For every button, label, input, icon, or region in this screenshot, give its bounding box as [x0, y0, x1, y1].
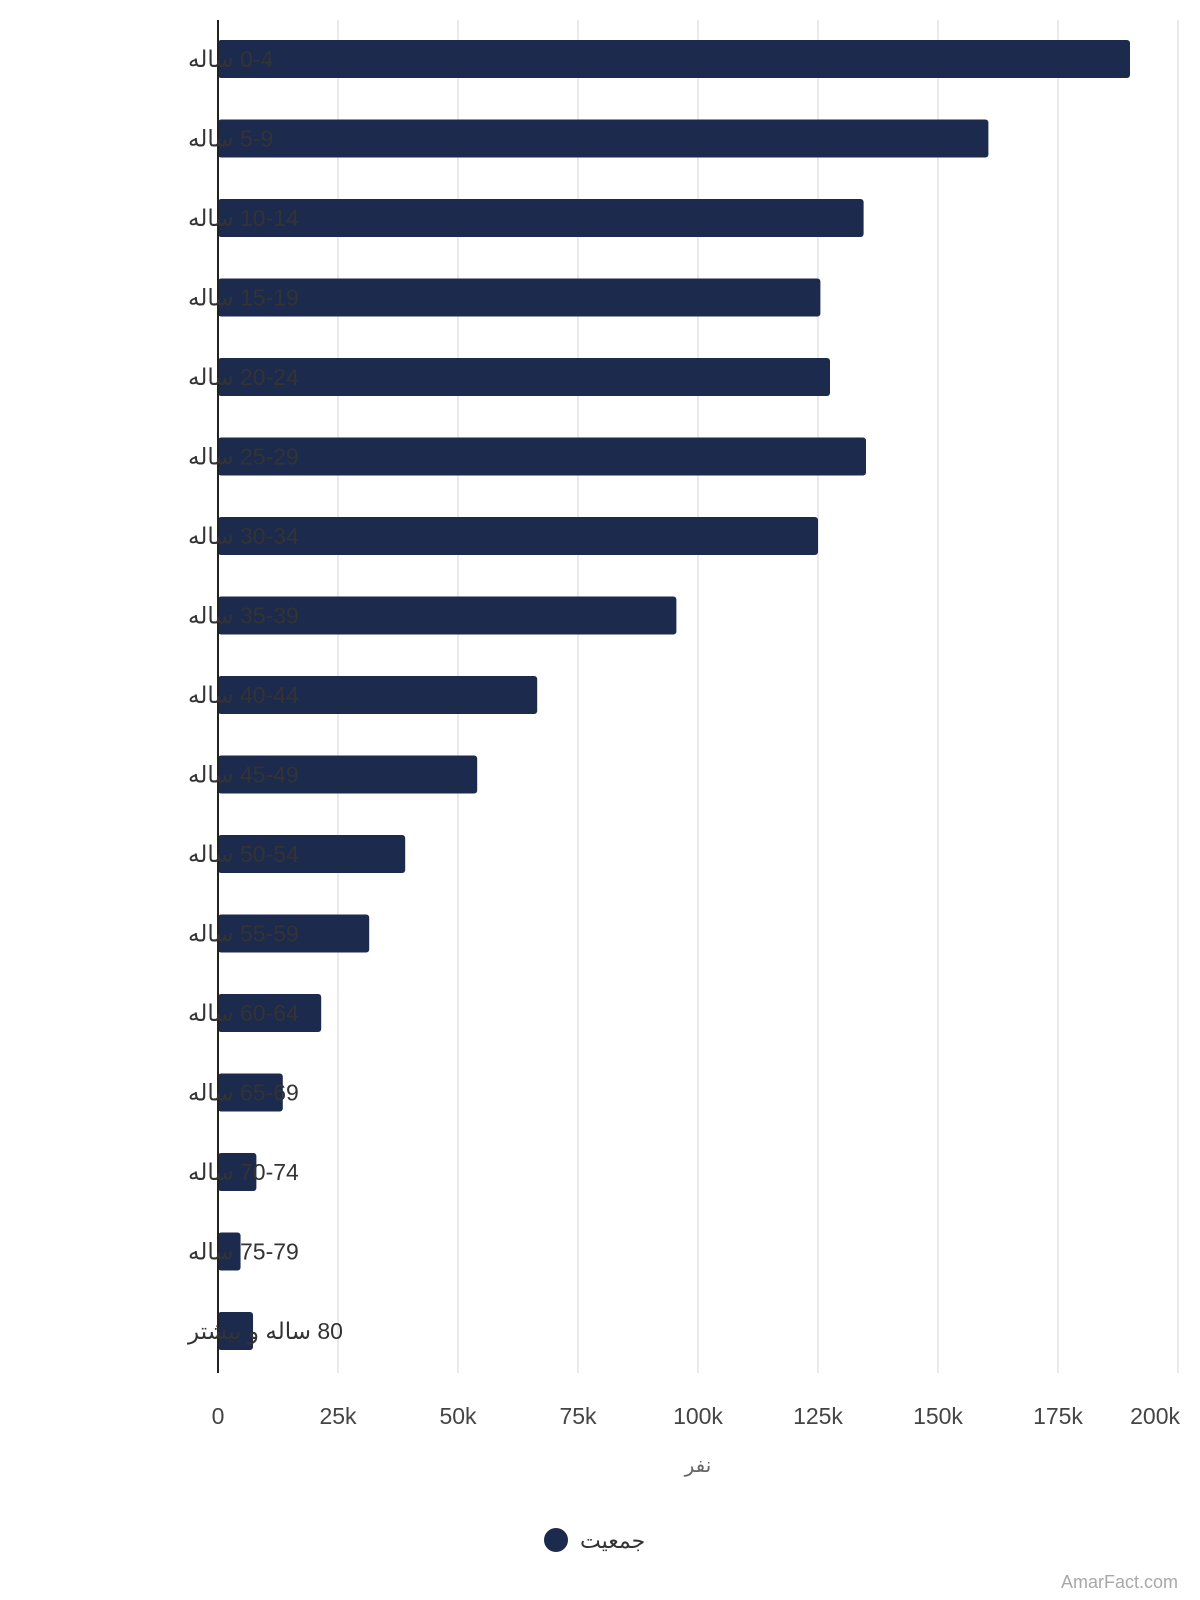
- bar[interactable]: [218, 358, 830, 396]
- category-label: 25-29 ساله: [188, 444, 299, 470]
- category-label: 70-74 ساله: [188, 1159, 299, 1185]
- bar[interactable]: [218, 199, 864, 237]
- bar[interactable]: [218, 437, 866, 476]
- category-label: 65-69 ساله: [188, 1080, 299, 1106]
- bar[interactable]: [218, 676, 538, 714]
- category-label: 50-54 ساله: [188, 841, 299, 867]
- category-label: 75-79 ساله: [188, 1239, 299, 1265]
- category-labels: 0-4 ساله 5-9 ساله 10-14 ساله 15-19 ساله 20-2…: [187, 46, 343, 1345]
- x-axis-title: نفر: [684, 1455, 712, 1477]
- category-label: 45-49 ساله: [188, 762, 299, 788]
- x-tick-label: 100k: [673, 1403, 723, 1429]
- x-tick-label: 25k: [319, 1403, 357, 1429]
- category-label: 0-4 ساله: [188, 46, 273, 72]
- category-label: 20-24 ساله: [188, 364, 299, 390]
- category-label: 5-9 ساله: [188, 126, 273, 152]
- bar[interactable]: [218, 517, 818, 555]
- x-tick-label: 150k: [913, 1403, 963, 1429]
- x-tick-label: 200k: [1130, 1403, 1180, 1429]
- category-label: 35-39 ساله: [188, 603, 299, 629]
- x-tick-label: 50k: [439, 1403, 477, 1429]
- x-tick-label: 125k: [793, 1403, 843, 1429]
- x-tick-label: 75k: [559, 1403, 597, 1429]
- bar[interactable]: [218, 1232, 241, 1271]
- bar[interactable]: [218, 119, 989, 158]
- bar[interactable]: [218, 40, 1130, 78]
- x-tick-label: 0: [212, 1403, 225, 1429]
- category-label: 15-19 ساله: [188, 285, 299, 311]
- category-label: 80 ساله و بیشتر: [187, 1318, 343, 1345]
- category-label: 30-34 ساله: [188, 523, 299, 549]
- category-label: 40-44 ساله: [188, 682, 299, 708]
- bar[interactable]: [218, 835, 406, 873]
- bar[interactable]: [218, 755, 478, 794]
- category-label: 10-14 ساله: [188, 205, 299, 231]
- bar[interactable]: [218, 278, 821, 317]
- legend[interactable]: جمعیت: [544, 1528, 645, 1553]
- bar[interactable]: [218, 994, 322, 1032]
- gridlines: [337, 20, 1179, 1373]
- bar[interactable]: [218, 1153, 257, 1191]
- bars: [218, 40, 1130, 1350]
- category-label: 55-59 ساله: [188, 921, 299, 947]
- legend-marker: [544, 1528, 568, 1552]
- legend-label: جمعیت: [580, 1528, 645, 1553]
- bar[interactable]: [218, 1312, 254, 1350]
- x-tick-label: 175k: [1033, 1403, 1083, 1429]
- category-label: 60-64 ساله: [188, 1000, 299, 1026]
- watermark: AmarFact.com: [1061, 1572, 1178, 1592]
- x-tick-labels: 0 25k 50k 75k 100k 125k 150k 175k 200k: [212, 1403, 1181, 1429]
- bar[interactable]: [218, 596, 677, 635]
- bar[interactable]: [218, 1073, 283, 1112]
- bar[interactable]: [218, 914, 370, 953]
